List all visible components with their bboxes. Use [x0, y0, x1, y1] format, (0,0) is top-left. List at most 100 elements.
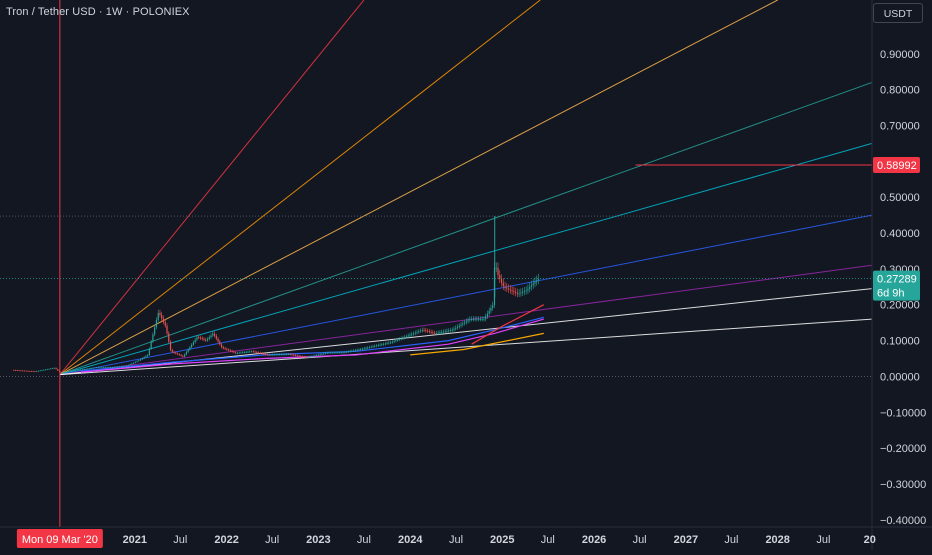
candle-body-243 — [441, 332, 443, 333]
candle-body-42 — [87, 368, 89, 370]
candle-body-253 — [458, 325, 460, 327]
candle-body-154 — [284, 354, 286, 356]
time-tick-label: 2022 — [214, 534, 238, 546]
candle-body-277 — [500, 279, 503, 283]
candle-body-9 — [29, 370, 31, 372]
candle-body-185 — [338, 352, 341, 354]
candle-body-204 — [372, 346, 374, 348]
candle-body-31 — [67, 371, 70, 373]
time-tick-label: 2026 — [582, 534, 606, 546]
candle-body-75 — [145, 356, 147, 358]
candle-body-171 — [314, 355, 316, 357]
candle-body-241 — [437, 332, 439, 334]
candle-body-6 — [23, 370, 25, 372]
candle-body-167 — [307, 357, 309, 358]
candle-body-206 — [375, 345, 378, 347]
candle-body-127 — [236, 352, 239, 354]
candle-body-95 — [180, 355, 182, 356]
candle-body-2 — [16, 370, 18, 371]
candle-body-202 — [368, 347, 371, 349]
price-series-layer — [13, 216, 540, 374]
candle-body-219 — [398, 339, 401, 340]
candle-body-266 — [481, 319, 483, 320]
candle-body-229 — [416, 332, 418, 333]
candle-body-247 — [448, 330, 450, 332]
candle-body-109 — [205, 339, 207, 341]
candle-body-94 — [178, 354, 180, 356]
moving-average-3 — [410, 332, 544, 356]
candle-body-223 — [405, 336, 408, 338]
candle-body-45 — [92, 367, 94, 369]
fan-line-8 — [59, 318, 873, 376]
candle-body-65 — [127, 365, 129, 366]
candle-body-111 — [208, 337, 210, 340]
candle-body-248 — [449, 330, 452, 332]
candle-body-15 — [39, 370, 41, 372]
candle-body-194 — [354, 350, 356, 351]
time-tick-label: Jul — [173, 534, 187, 546]
candle-body-133 — [247, 351, 249, 353]
candle-body-1 — [14, 370, 17, 371]
candle-body-222 — [404, 337, 406, 338]
candle-body-245 — [444, 331, 446, 333]
candle-body-102 — [192, 342, 195, 345]
candle-body-16 — [41, 370, 43, 371]
candle-body-79 — [152, 334, 154, 342]
currency-button[interactable]: USDT — [873, 3, 923, 23]
candle-body-74 — [143, 357, 145, 359]
time-tick-label: Jul — [357, 534, 371, 546]
candle-body-22 — [51, 368, 54, 369]
candle-body-200 — [365, 348, 367, 349]
candle-body-283 — [511, 290, 513, 292]
candle-body-173 — [317, 354, 320, 356]
candle-body-298 — [537, 278, 540, 281]
candle-body-17 — [43, 369, 45, 371]
candle-body-274 — [495, 267, 497, 269]
current-price-label: 0.27289 — [877, 274, 917, 286]
candle-body-225 — [409, 334, 411, 336]
candle-body-153 — [282, 354, 284, 356]
candle-body-238 — [432, 332, 434, 334]
candle-body-46 — [94, 367, 96, 369]
candle-body-179 — [328, 352, 330, 354]
candle-body-271 — [490, 308, 492, 311]
candle-body-284 — [513, 291, 515, 293]
candle-body-71 — [138, 360, 140, 362]
candle-body-260 — [470, 319, 473, 320]
candle-body-234 — [425, 330, 427, 332]
time-tick-label: 2021 — [123, 534, 147, 546]
candle-body-34 — [73, 370, 75, 372]
candle-body-93 — [176, 353, 179, 355]
candle-body-87 — [166, 325, 168, 334]
candle-body-267 — [483, 319, 485, 320]
time-tick-label: 2025 — [490, 534, 514, 546]
candle-body-104 — [196, 337, 198, 340]
candle-body-129 — [240, 352, 242, 354]
candle-body-294 — [530, 285, 533, 288]
candle-body-60 — [118, 366, 121, 368]
candle-body-131 — [243, 352, 246, 353]
time-tick-label: 2027 — [674, 534, 698, 546]
bar-countdown-label: 6d 9h — [877, 288, 905, 300]
candle-body-240 — [435, 333, 437, 334]
candle-body-119 — [222, 347, 224, 349]
candle-body-48 — [97, 367, 99, 369]
candle-body-80 — [154, 327, 156, 335]
price-tick-label: −0.40000 — [880, 515, 926, 527]
candle-body-187 — [342, 352, 344, 354]
candle-body-105 — [198, 337, 200, 339]
candle-body-44 — [90, 368, 92, 369]
candle-body-121 — [226, 348, 228, 350]
candle-body-114 — [213, 333, 216, 336]
candle-body-172 — [316, 355, 318, 356]
candle-body-286 — [516, 292, 518, 294]
gann-fan-layer — [59, 0, 873, 376]
fan-line-3 — [59, 81, 873, 376]
candle-body-0 — [13, 369, 15, 371]
candle-body-39 — [81, 369, 84, 371]
candle-body-228 — [414, 332, 416, 334]
marker-date-badge — [16, 529, 103, 548]
